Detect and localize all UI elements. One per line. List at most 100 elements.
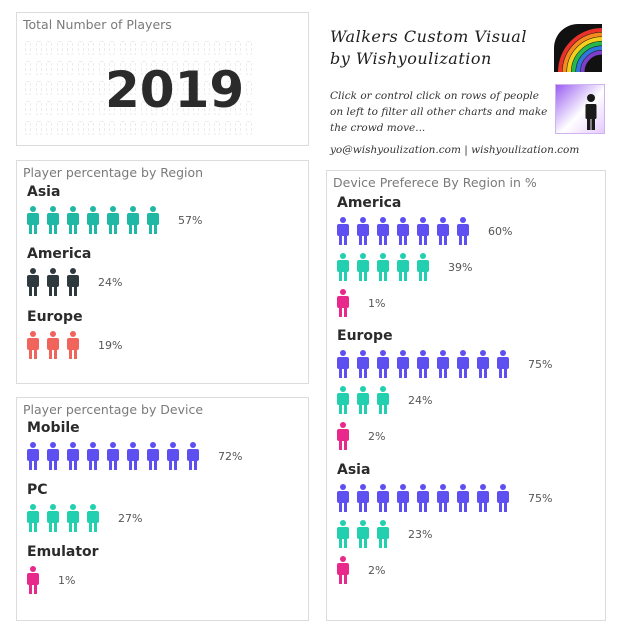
- total-players-card: Total Number of Players 2019: [16, 12, 309, 146]
- faint-person-icon: [235, 81, 241, 95]
- faint-person-icon: [119, 121, 126, 135]
- device-card-title: Player percentage by Device: [23, 402, 204, 417]
- faint-person-icon: [172, 81, 178, 95]
- faint-person-icon: [151, 121, 157, 135]
- faint-person-icon: [140, 121, 147, 135]
- device-card: Player percentage by Device Mobile 72% PC 2…: [16, 397, 309, 621]
- faint-person-icon: [235, 41, 241, 55]
- person-icon: [437, 217, 449, 247]
- faint-person-icon: [151, 81, 157, 95]
- faint-person-icon: [67, 121, 73, 135]
- faint-person-icon: [119, 101, 126, 115]
- person-icon: [167, 442, 179, 472]
- background-crowd: [25, 41, 261, 141]
- faint-person-icon: [98, 41, 105, 55]
- faint-person-icon: [245, 41, 252, 55]
- rainbow-band: [576, 46, 603, 73]
- percent-label: 24%: [98, 276, 123, 289]
- faint-person-icon: [77, 81, 84, 95]
- percent-label: 57%: [178, 214, 203, 227]
- faint-person-icon: [235, 101, 241, 115]
- faint-person-icon: [193, 121, 199, 135]
- faint-person-icon: [46, 101, 52, 115]
- percent-label: 2%: [368, 564, 386, 577]
- rainbow-band: [562, 32, 603, 73]
- percent-label: 1%: [368, 297, 386, 310]
- faint-person-icon: [182, 101, 189, 115]
- person-icon: [87, 504, 99, 534]
- person-icon: [337, 520, 349, 550]
- faint-person-icon: [67, 61, 73, 75]
- faint-person-icon: [56, 81, 63, 95]
- faint-person-icon: [140, 61, 147, 75]
- faint-person-icon: [245, 101, 252, 115]
- faint-person-icon: [151, 101, 157, 115]
- rainbow-icon: [554, 24, 603, 73]
- percent-label: 72%: [218, 450, 243, 463]
- person-icon: [27, 566, 39, 596]
- person-icon: [337, 556, 349, 586]
- faint-person-icon: [182, 121, 189, 135]
- faint-person-icon: [203, 81, 210, 95]
- person-icon: [457, 217, 469, 247]
- faint-person-icon: [25, 101, 31, 115]
- faint-person-icon: [25, 81, 31, 95]
- person-icon: [337, 386, 349, 416]
- rainbow-band: [571, 41, 603, 73]
- person-icon: [357, 520, 369, 550]
- faint-person-icon: [182, 61, 189, 75]
- person-icon: [357, 350, 369, 380]
- faint-person-icon: [35, 81, 42, 95]
- person-icon: [417, 217, 429, 247]
- walkers-title-line2: by Wishyoulization: [330, 49, 492, 68]
- person-icon: [337, 217, 349, 247]
- faint-person-icon: [151, 41, 157, 55]
- person-icon: [417, 484, 429, 514]
- faint-person-icon: [56, 61, 63, 75]
- person-icon: [397, 253, 409, 283]
- person-icon: [87, 206, 99, 236]
- walkers-contact: yo@wishyoulization.com | wishyoulization…: [330, 144, 580, 156]
- preference-card-title: Device Preferece By Region in %: [333, 175, 537, 190]
- faint-person-icon: [193, 101, 199, 115]
- region-label-america: America: [337, 195, 402, 211]
- faint-person-icon: [224, 41, 231, 55]
- faint-person-icon: [119, 41, 126, 55]
- person-icon: [477, 484, 489, 514]
- walkers-title-line1: Walkers Custom Visual: [330, 27, 527, 46]
- faint-person-icon: [98, 61, 105, 75]
- rainbow-band: [558, 28, 603, 73]
- preference-card: Device Preferece By Region in % America 6…: [326, 170, 606, 621]
- walkers-description: Click or control click on rows of people…: [330, 90, 548, 134]
- percent-label: 75%: [528, 358, 553, 371]
- percent-label: 19%: [98, 339, 123, 352]
- person-icon: [127, 206, 139, 236]
- faint-person-icon: [203, 101, 210, 115]
- faint-person-icon: [193, 41, 199, 55]
- person-icon: [67, 442, 79, 472]
- faint-person-icon: [67, 101, 73, 115]
- faint-person-icon: [88, 81, 94, 95]
- faint-person-icon: [119, 61, 126, 75]
- person-icon: [147, 442, 159, 472]
- faint-person-icon: [245, 81, 252, 95]
- person-icon: [357, 253, 369, 283]
- faint-person-icon: [130, 81, 136, 95]
- faint-person-icon: [130, 41, 136, 55]
- faint-person-icon: [193, 81, 199, 95]
- person-icon: [377, 217, 389, 247]
- region-label-asia: Asia: [337, 462, 371, 478]
- group-label-asia: Asia: [27, 184, 61, 200]
- faint-person-icon: [88, 101, 94, 115]
- faint-person-icon: [109, 81, 115, 95]
- region-label-europe: Europe: [337, 328, 393, 344]
- faint-person-icon: [140, 101, 147, 115]
- faint-person-icon: [130, 101, 136, 115]
- person-icon: [107, 442, 119, 472]
- faint-person-icon: [46, 61, 52, 75]
- person-icon: [67, 504, 79, 534]
- faint-person-icon: [203, 41, 210, 55]
- percent-label: 1%: [58, 574, 76, 587]
- faint-person-icon: [35, 41, 42, 55]
- person-icon: [377, 386, 389, 416]
